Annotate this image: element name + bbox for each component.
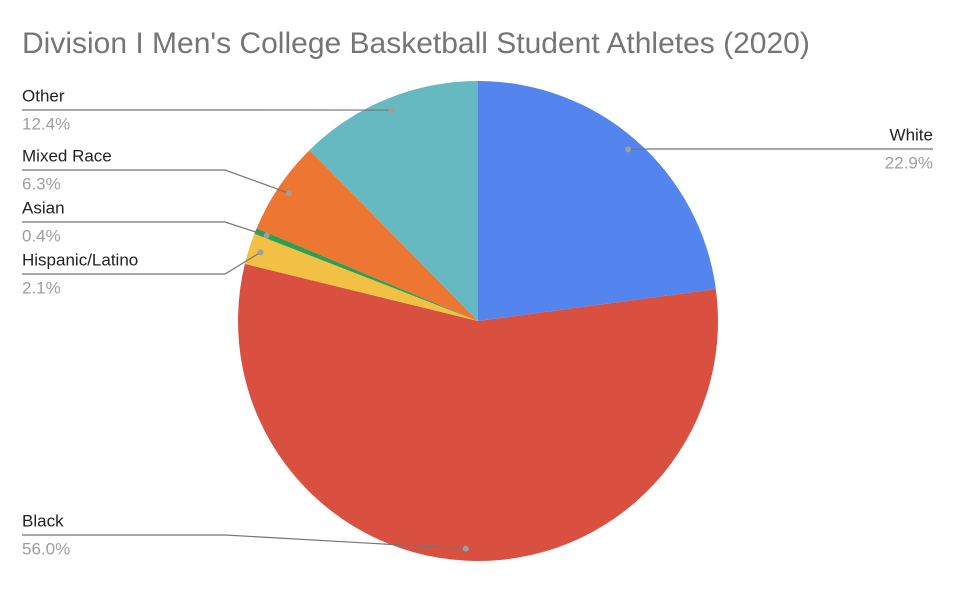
slice-label: Black	[22, 511, 64, 530]
pie-slice	[238, 263, 718, 561]
pie-slice	[256, 150, 478, 321]
slice-label: Other	[22, 86, 65, 105]
leader-line	[22, 251, 261, 275]
leader-line	[22, 169, 290, 194]
chart-title: Division I Men's College Basketball Stud…	[22, 27, 810, 60]
slice-value: 56.0%	[22, 539, 70, 558]
slice-label: Hispanic/Latino	[22, 250, 138, 269]
pie-slice	[244, 233, 478, 321]
leader-dot	[257, 249, 264, 256]
slice-value: 22.9%	[885, 153, 933, 172]
slice-value: 2.1%	[22, 278, 61, 297]
leader-dot	[388, 107, 395, 114]
leader-dot	[286, 190, 293, 197]
slice-value: 0.4%	[22, 226, 61, 245]
leader-line	[22, 534, 466, 550]
leader-dot	[462, 545, 469, 552]
leader-dot	[625, 146, 632, 153]
leader-dot	[263, 232, 270, 239]
pie-slice	[478, 81, 716, 321]
slice-label: Mixed Race	[22, 146, 112, 165]
pie-slice	[254, 228, 478, 321]
slice-value: 12.4%	[22, 114, 70, 133]
leader-line	[22, 221, 267, 237]
slice-label: White	[890, 125, 933, 144]
slice-label: Asian	[22, 198, 65, 217]
pie-slice	[309, 81, 478, 321]
slice-value: 6.3%	[22, 174, 61, 193]
